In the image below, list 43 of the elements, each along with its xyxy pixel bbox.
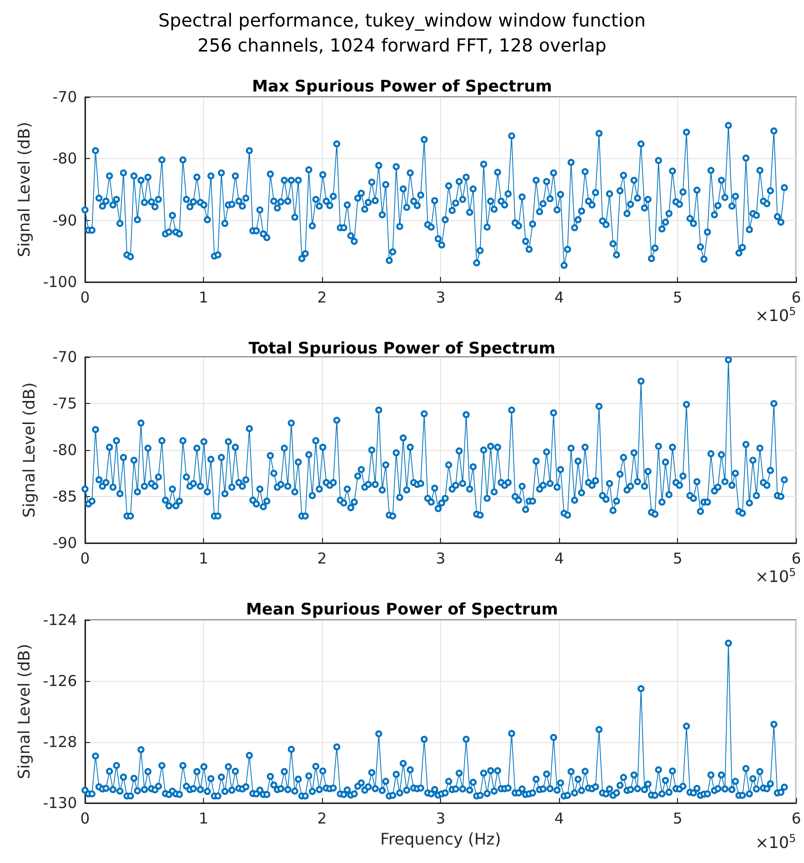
y-axis-title: Signal Level (dB) <box>14 644 34 780</box>
x-tick-label: 4 <box>554 288 564 306</box>
chart-title: Total Spurious Power of Spectrum <box>248 338 556 358</box>
y-tick-label: -75 <box>52 394 77 412</box>
chart-title: Mean Spurious Power of Spectrum <box>246 600 558 618</box>
x-tick-label: 6 <box>791 810 801 828</box>
y-tick-label: -90 <box>52 534 77 552</box>
x-tick-label: 3 <box>436 288 446 306</box>
y-tick-label: -70 <box>52 88 77 106</box>
y-tick-label: -130 <box>42 794 77 812</box>
x-tick-label: 6 <box>791 288 801 306</box>
x-tick-label: 2 <box>317 550 327 568</box>
x-tick-label: 1 <box>198 550 208 568</box>
y-tick-label: -70 <box>52 348 77 366</box>
y-tick-label: -90 <box>52 211 77 230</box>
x-tick-label: 4 <box>554 550 564 568</box>
x-axis-title: Frequency (Hz) <box>380 829 501 848</box>
y-axis-title: Signal Level (dB) <box>14 122 34 258</box>
x-tick-label: 0 <box>80 810 90 828</box>
text: 256 channels, 1024 forward FFT, 128 overlap <box>198 36 606 56</box>
x-tick-label: 5 <box>672 288 682 306</box>
y-tick-label: -100 <box>42 273 77 291</box>
x-tick-label: 3 <box>436 550 446 568</box>
y-tick-label: -80 <box>52 441 77 459</box>
text: Spectral performance, tukey_window window function <box>158 10 646 32</box>
y-tick-label: -128 <box>42 733 77 751</box>
y-tick-label: -126 <box>42 672 77 690</box>
x-tick-label: 6 <box>791 550 801 568</box>
y-tick-label: -85 <box>52 488 77 506</box>
chart-title: Max Spurious Power of Spectrum <box>252 76 552 96</box>
x-tick-label: 1 <box>198 810 208 828</box>
x-tick-label: 5 <box>672 810 682 828</box>
x-tick-label: 3 <box>436 810 446 828</box>
y-tick-label: -80 <box>52 150 77 168</box>
x-tick-label: 2 <box>317 810 327 828</box>
x-tick-label: 2 <box>317 288 327 306</box>
x-tick-label: 1 <box>198 288 208 306</box>
x-tick-label: 4 <box>554 810 564 828</box>
x-tick-label: 5 <box>672 550 682 568</box>
y-tick-label: -124 <box>42 611 77 629</box>
x-tick-label: 0 <box>80 550 90 568</box>
x-tick-label: 0 <box>80 288 90 306</box>
y-axis-title: Signal Level (dB) <box>20 382 38 518</box>
